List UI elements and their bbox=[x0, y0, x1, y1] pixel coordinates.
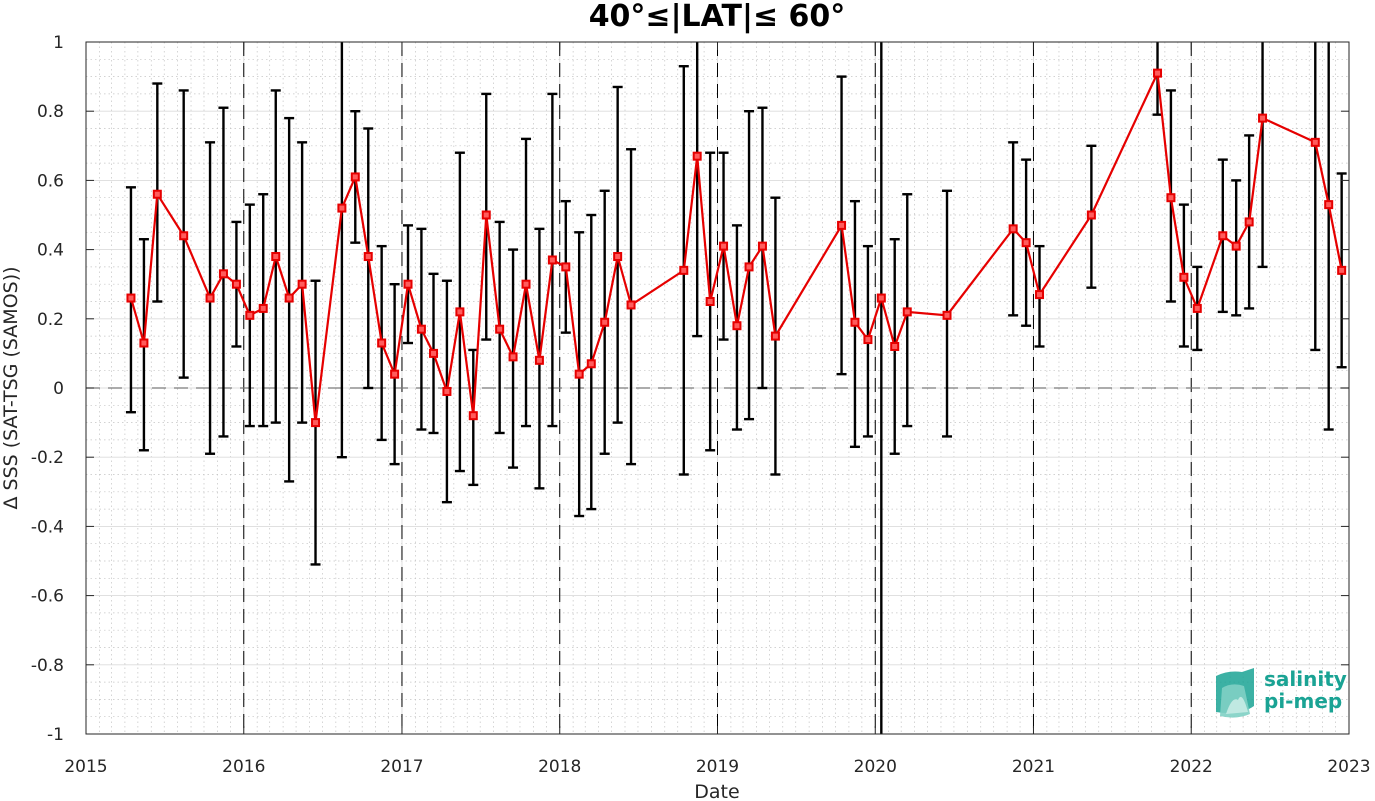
data-point bbox=[902, 307, 912, 317]
data-point bbox=[508, 352, 518, 362]
x-axis-label: Date bbox=[694, 781, 739, 801]
data-point bbox=[863, 335, 873, 345]
x-tick-label: 2023 bbox=[1327, 757, 1370, 777]
x-tick-label: 2019 bbox=[696, 757, 739, 777]
data-point bbox=[942, 310, 952, 320]
data-point bbox=[139, 338, 149, 348]
data-point bbox=[311, 418, 321, 428]
data-point bbox=[403, 279, 413, 289]
data-point bbox=[586, 359, 596, 369]
data-point bbox=[297, 279, 307, 289]
data-point bbox=[258, 303, 268, 313]
data-point bbox=[495, 324, 505, 334]
data-point bbox=[600, 317, 610, 327]
data-point bbox=[1231, 241, 1241, 251]
x-tick-label: 2022 bbox=[1170, 757, 1213, 777]
data-point bbox=[337, 203, 347, 213]
data-point bbox=[561, 262, 571, 272]
chart-title: 40°≤|LAT|≤ 60° bbox=[589, 0, 846, 34]
y-tick-label: 0.4 bbox=[37, 241, 64, 261]
logo-text-salinity: salinity bbox=[1264, 667, 1347, 691]
data-point bbox=[1086, 210, 1096, 220]
data-point bbox=[231, 279, 241, 289]
x-tick-label: 2016 bbox=[222, 757, 265, 777]
y-tick-label: 0 bbox=[53, 379, 64, 399]
data-point bbox=[429, 348, 439, 358]
data-point bbox=[876, 293, 886, 303]
data-point bbox=[455, 307, 465, 317]
x-tick-label: 2017 bbox=[380, 757, 423, 777]
logo-mark-icon bbox=[1216, 668, 1254, 718]
y-tick-label: -1 bbox=[47, 725, 64, 745]
logo-text-pi-mep: pi-mep bbox=[1264, 689, 1342, 713]
data-point bbox=[770, 331, 780, 341]
x-tick-labels: 2015 2016 2017 2018 2019 2020 2021 2022 2023 bbox=[64, 757, 1370, 777]
data-point bbox=[179, 231, 189, 241]
data-point bbox=[1008, 224, 1018, 234]
data-point bbox=[613, 252, 623, 262]
data-point bbox=[1324, 200, 1334, 210]
data-point bbox=[468, 411, 478, 421]
data-point bbox=[377, 338, 387, 348]
data-point bbox=[1310, 137, 1320, 147]
y-tick-labels: -1 -0.8 -0.6 -0.4 -0.2 0 0.2 0.4 0.6 0.8 1 bbox=[31, 33, 64, 745]
data-point bbox=[1258, 113, 1268, 123]
x-tick-label: 2020 bbox=[854, 757, 897, 777]
salinity-pi-mep-logo: salinity pi-mep bbox=[1216, 667, 1347, 718]
data-point bbox=[442, 386, 452, 396]
y-tick-label: -0.2 bbox=[31, 448, 64, 468]
data-point bbox=[271, 252, 281, 262]
data-point bbox=[732, 321, 742, 331]
data-point bbox=[363, 252, 373, 262]
data-point bbox=[890, 341, 900, 351]
data-point bbox=[205, 293, 215, 303]
data-point bbox=[152, 189, 162, 199]
x-tick-label: 2021 bbox=[1012, 757, 1055, 777]
data-point bbox=[245, 310, 255, 320]
axis-ticks bbox=[85, 41, 1350, 735]
data-point bbox=[350, 172, 360, 182]
data-point bbox=[390, 369, 400, 379]
data-point bbox=[416, 324, 426, 334]
data-point bbox=[284, 293, 294, 303]
y-tick-label: 0.6 bbox=[37, 171, 64, 191]
data-point bbox=[1337, 265, 1347, 275]
y-tick-label: -0.4 bbox=[31, 517, 64, 537]
data-point bbox=[1021, 238, 1031, 248]
data-point bbox=[1153, 68, 1163, 78]
y-tick-label: -0.8 bbox=[31, 656, 64, 676]
data-point bbox=[1244, 217, 1254, 227]
data-point bbox=[850, 317, 860, 327]
data-point bbox=[1218, 231, 1228, 241]
y-tick-label: 1 bbox=[53, 33, 64, 53]
data-point bbox=[218, 269, 228, 279]
data-point bbox=[534, 355, 544, 365]
x-tick-label: 2015 bbox=[64, 757, 107, 777]
y-tick-label: -0.6 bbox=[31, 587, 64, 607]
y-axis-label: Δ SSS (SAT-TSG (SAMOS)) bbox=[0, 266, 22, 509]
data-point bbox=[679, 265, 689, 275]
data-point bbox=[1192, 303, 1202, 313]
data-point bbox=[757, 241, 767, 251]
data-point bbox=[521, 279, 531, 289]
data-point bbox=[692, 151, 702, 161]
data-point bbox=[705, 297, 715, 306]
data-point bbox=[1179, 272, 1189, 282]
data-point bbox=[626, 300, 636, 310]
x-tick-label: 2018 bbox=[538, 757, 581, 777]
data-point bbox=[1035, 290, 1045, 300]
data-point bbox=[547, 255, 557, 265]
data-point bbox=[744, 262, 754, 272]
data-point bbox=[1166, 193, 1176, 203]
series-markers bbox=[126, 68, 1347, 428]
y-tick-label: 0.2 bbox=[37, 310, 64, 330]
y-tick-label: 0.8 bbox=[37, 102, 64, 122]
data-point bbox=[837, 220, 847, 230]
data-point bbox=[719, 241, 729, 251]
data-point bbox=[126, 293, 136, 303]
data-point bbox=[481, 210, 491, 220]
data-point bbox=[574, 369, 584, 379]
